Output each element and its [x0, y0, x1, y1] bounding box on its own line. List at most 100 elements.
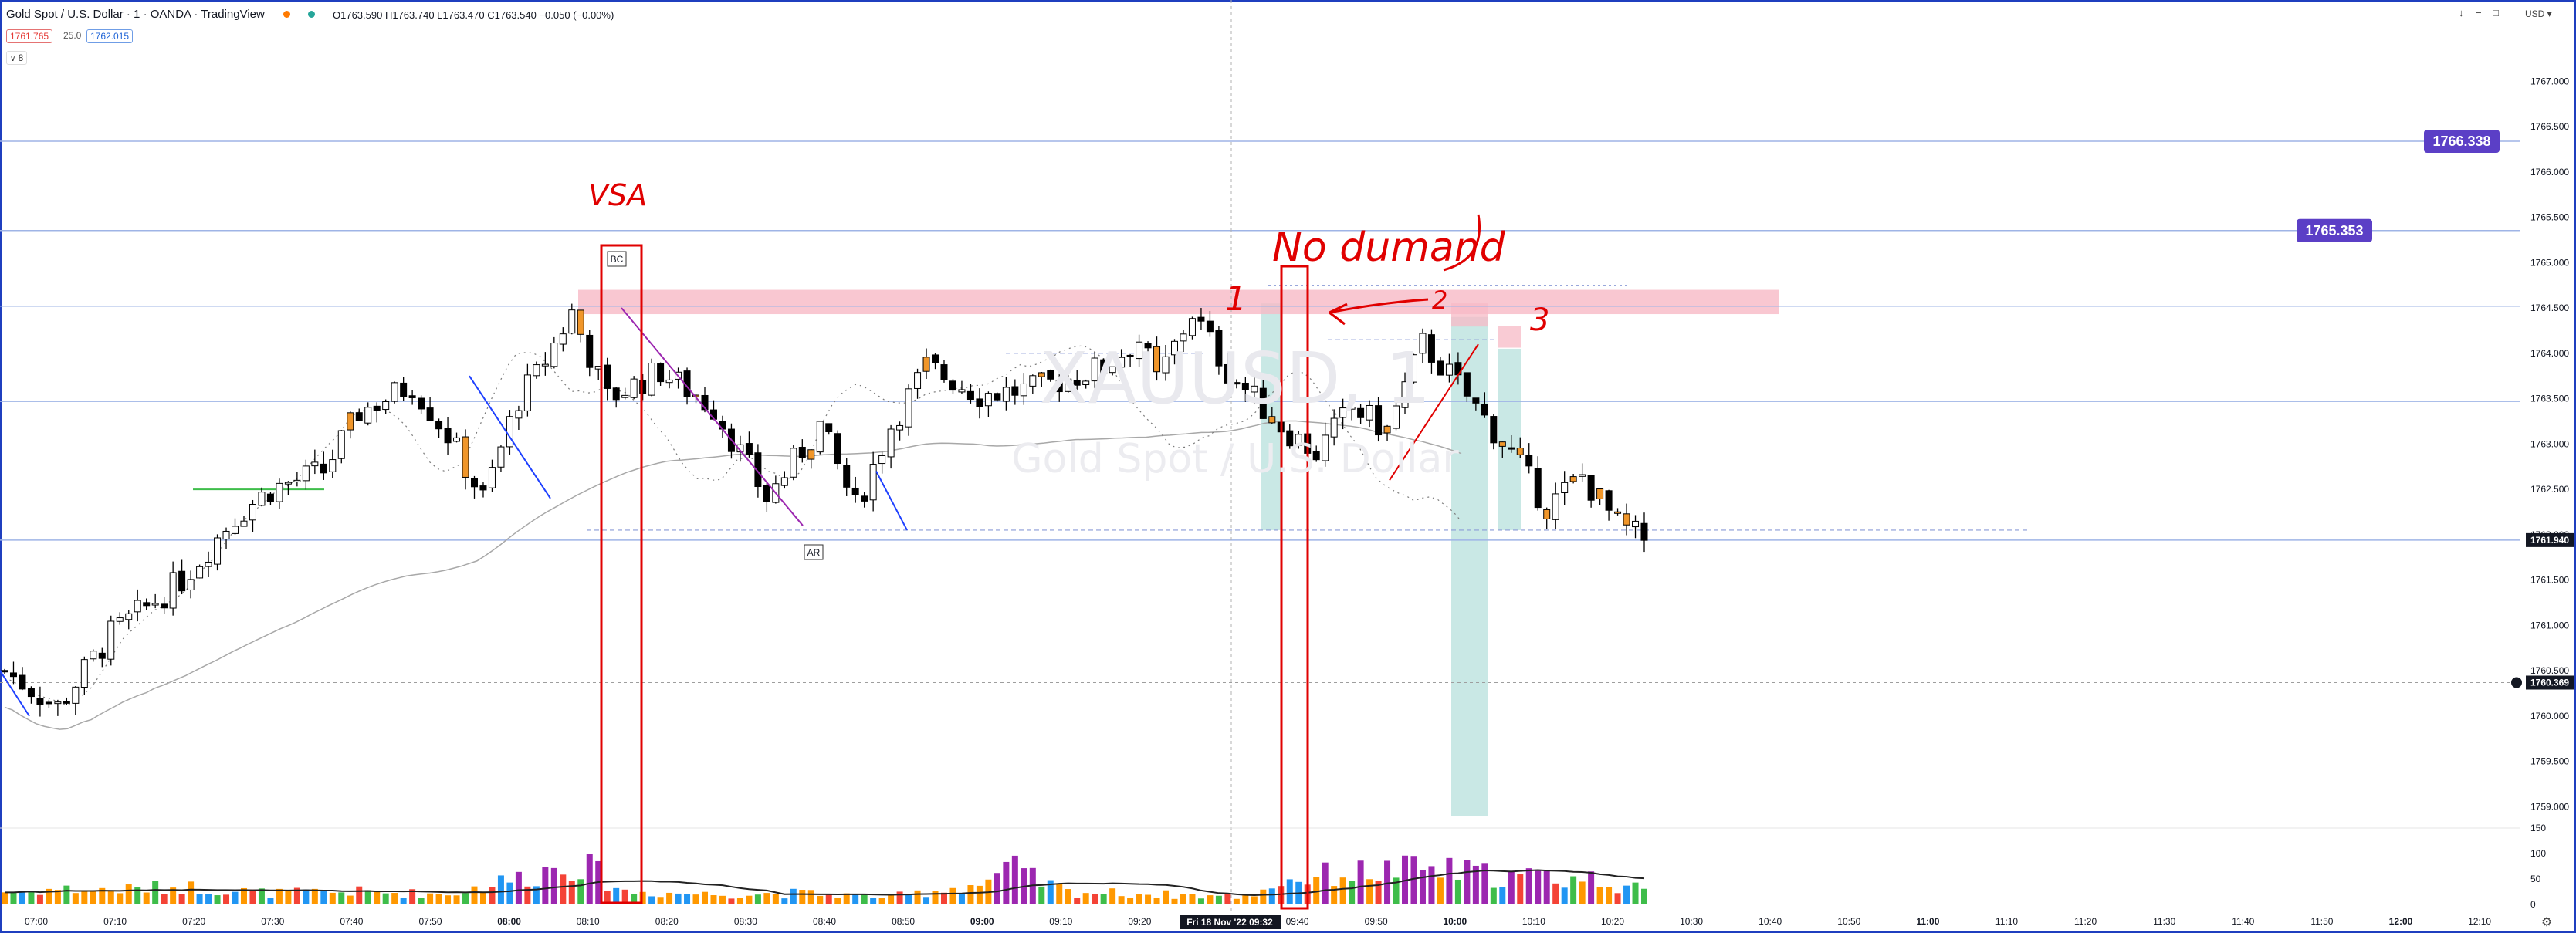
y-tick-label: 1761.500	[2530, 575, 2569, 586]
y-tick-label: 1765.000	[2530, 257, 2569, 268]
candle	[639, 374, 647, 401]
candle	[1640, 512, 1648, 553]
candle	[1295, 431, 1302, 449]
candle-body	[1437, 360, 1444, 376]
minimize-icon[interactable]: −	[2476, 7, 2482, 19]
buy-price-button[interactable]: 1762.015	[86, 29, 134, 43]
candle-body	[214, 537, 222, 565]
volume-bar	[1100, 894, 1107, 904]
volume-bar	[515, 871, 522, 904]
volume-bar	[72, 893, 79, 904]
candle-body	[1091, 357, 1098, 382]
volume-bar	[684, 894, 691, 904]
candle-body	[187, 579, 195, 590]
volume-bar	[799, 890, 806, 904]
candle	[807, 449, 815, 469]
candle-body	[382, 401, 390, 411]
candle-body	[408, 395, 416, 398]
x-tick-label: 08:20	[655, 916, 679, 927]
volume-bar	[1596, 887, 1603, 904]
candle	[187, 570, 195, 599]
volume-bar	[1109, 888, 1116, 904]
candle	[1215, 326, 1223, 375]
candle-body	[1330, 417, 1338, 438]
volume-axis-label: 50	[2530, 874, 2541, 884]
volume-bar	[364, 890, 371, 904]
candle-body	[1596, 488, 1604, 499]
volume-bar	[949, 887, 956, 904]
candle	[1525, 443, 1533, 474]
candle-body	[1118, 357, 1126, 368]
candle-body	[1065, 378, 1072, 392]
candle	[169, 561, 177, 616]
volume-bar	[356, 886, 363, 904]
candle	[1534, 456, 1542, 511]
volume-bar	[1074, 898, 1081, 904]
candle-body	[1393, 405, 1400, 429]
candle	[1002, 377, 1010, 411]
volume-bar	[932, 891, 939, 904]
candle	[1561, 471, 1569, 505]
candle-body	[1162, 356, 1170, 374]
candle-body	[665, 379, 673, 384]
candle-body	[444, 428, 452, 444]
candle-body	[1171, 340, 1179, 356]
candle	[559, 327, 567, 352]
candle	[798, 439, 806, 463]
volume-bar	[781, 898, 788, 904]
candle	[1410, 353, 1417, 384]
candle-body	[249, 504, 256, 521]
volume-bar	[631, 894, 638, 904]
candle-body	[347, 412, 354, 431]
candle	[1136, 334, 1143, 367]
alert-price-box	[2526, 675, 2574, 690]
scroll-down-icon[interactable]: ↓	[2459, 7, 2464, 19]
vsa-label: VSA	[588, 178, 647, 212]
volume-bar	[1614, 893, 1621, 904]
maximize-icon[interactable]: □	[2493, 7, 2499, 19]
candle-body	[1534, 468, 1542, 509]
candle-body	[426, 407, 434, 421]
candle	[541, 352, 549, 376]
supply-zone	[578, 289, 1779, 315]
candle-body	[1109, 366, 1116, 374]
volume-bar	[994, 873, 1000, 904]
candle	[196, 564, 204, 579]
currency-selector[interactable]: USD ▾	[2525, 8, 2552, 19]
y-tick-label: 1761.000	[2530, 620, 2569, 630]
no-demand-highlight-box	[1280, 265, 1309, 910]
candle-body	[116, 617, 124, 622]
candle	[488, 459, 496, 492]
settings-gear-icon[interactable]: ⚙	[2541, 916, 2553, 929]
price-label-box-1[interactable]	[2297, 218, 2372, 242]
volume-bar	[489, 887, 496, 904]
candle-body	[807, 449, 815, 460]
x-tick-label: 09:40	[1286, 916, 1309, 927]
symbol-title[interactable]: Gold Spot / U.S. Dollar · 1 · OANDA · Tr…	[6, 8, 265, 21]
candle-body	[914, 372, 922, 389]
x-tick-label: 07:10	[103, 916, 127, 927]
volume-bar	[81, 891, 88, 904]
volume-bar	[702, 891, 709, 904]
volume-bar	[374, 891, 381, 904]
candle-body	[515, 410, 523, 419]
candle-body	[1251, 385, 1258, 393]
candle	[1091, 351, 1098, 391]
volume-bar	[746, 895, 753, 904]
volume-bar	[1525, 868, 1532, 904]
sell-price-button[interactable]: 1761.765	[6, 29, 53, 43]
candle	[1401, 372, 1409, 414]
price-label-box-0[interactable]	[2424, 130, 2500, 154]
volume-bar	[99, 887, 106, 904]
candle	[1171, 339, 1179, 365]
indicator-toggle[interactable]: ∨ 8	[6, 51, 28, 65]
alert-clock-icon[interactable]	[2511, 677, 2522, 688]
candle-body	[1038, 372, 1045, 377]
candle	[1073, 370, 1081, 394]
candle-body	[1614, 511, 1622, 514]
volume-bar	[178, 894, 185, 904]
volume-axis-label: 150	[2530, 823, 2546, 833]
candle	[1393, 397, 1400, 431]
candle	[869, 451, 877, 512]
